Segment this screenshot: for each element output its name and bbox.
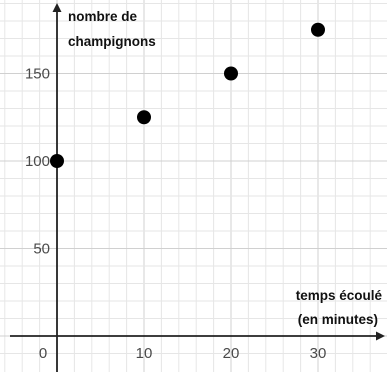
- data-point: [50, 154, 64, 168]
- x-tick-label: 0: [39, 345, 47, 362]
- y-axis-title-line2: champignons: [68, 34, 156, 49]
- data-points: [50, 22, 325, 168]
- y-axis-arrow: [52, 3, 62, 12]
- labels: 0 10 20 30 50 100 150 nombre de champignons temps…: [25, 9, 383, 362]
- data-point: [224, 66, 238, 81]
- data-point: [137, 110, 151, 125]
- y-tick-label: 100: [25, 153, 50, 170]
- x-axis-title-line2: (en minutes): [298, 312, 378, 327]
- x-tick-label: 10: [136, 345, 153, 362]
- y-tick-label: 50: [33, 241, 50, 258]
- x-tick-label: 30: [310, 345, 327, 362]
- x-axis-arrow: [376, 331, 385, 341]
- x-axis-title-line1: temps écoulé: [296, 288, 383, 303]
- y-tick-label: 150: [25, 66, 50, 83]
- axes: [10, 3, 385, 372]
- y-axis-title-line1: nombre de: [68, 9, 138, 24]
- x-tick-label: 20: [223, 345, 240, 362]
- data-point: [311, 22, 325, 37]
